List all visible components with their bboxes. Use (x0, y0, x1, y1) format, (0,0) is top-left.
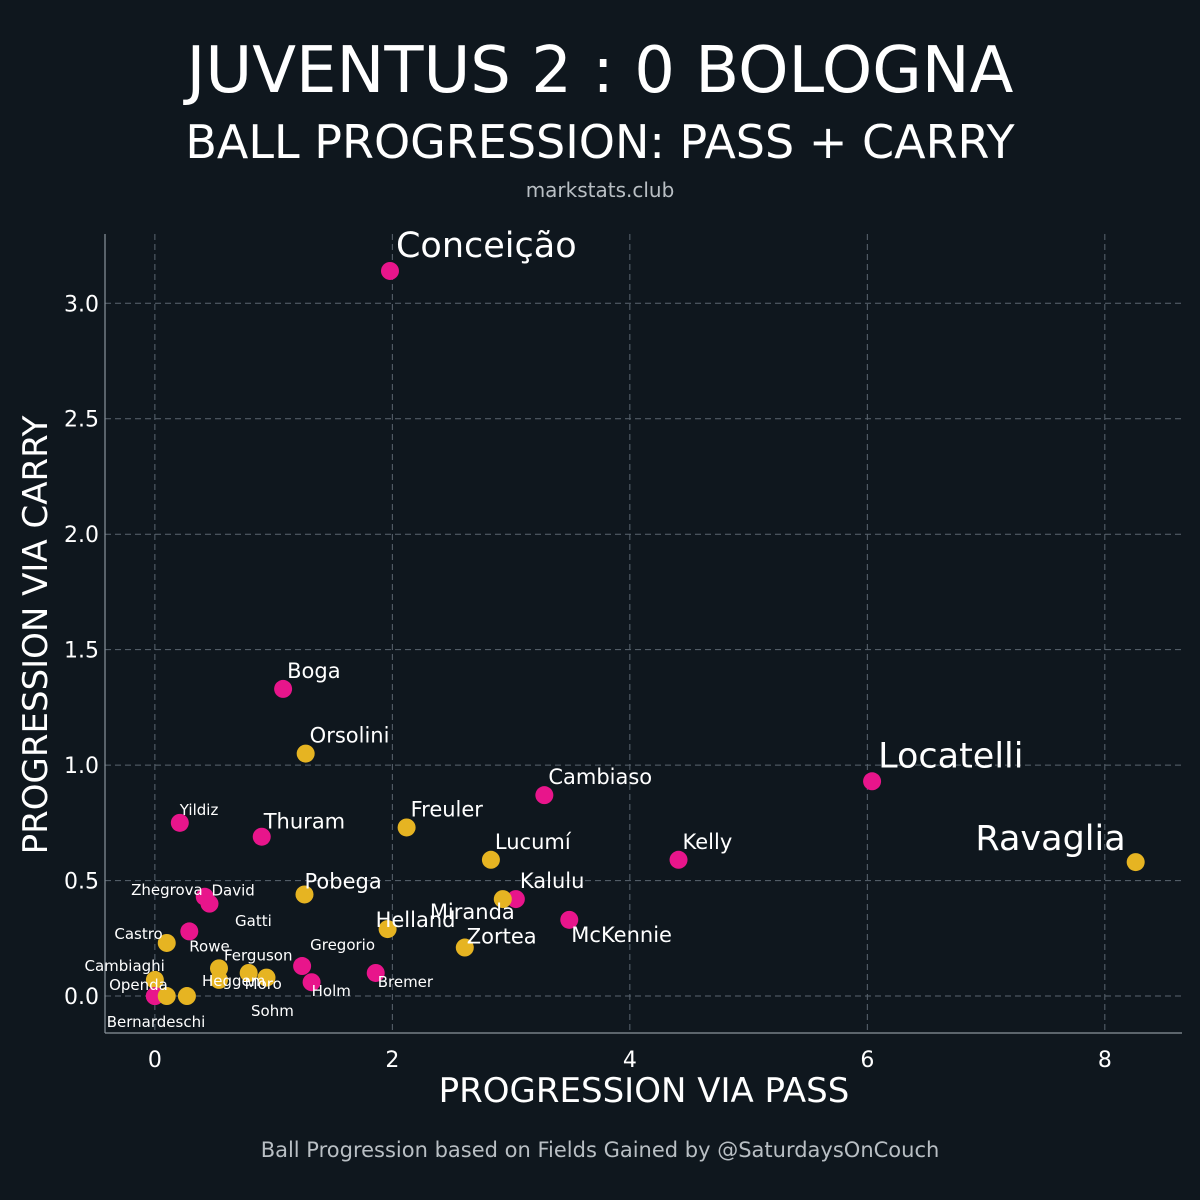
data-point (296, 744, 315, 763)
point-label: Cambiaghi (85, 957, 165, 975)
data-point (560, 910, 579, 929)
data-point (145, 970, 164, 989)
data-point (177, 987, 196, 1006)
x-tick-label: 6 (860, 1048, 874, 1073)
data-point (209, 970, 228, 989)
point-label: Boga (287, 659, 340, 683)
data-point (170, 813, 189, 832)
point-label: Freuler (411, 797, 484, 821)
source-label: markstats.club (526, 178, 675, 202)
point-label: Gregorio (310, 936, 375, 954)
data-point (506, 890, 525, 909)
y-tick-label: 2.5 (64, 408, 99, 433)
point-label: Conceição (396, 226, 577, 266)
chart-subtitle: BALL PROGRESSION: PASS + CARRY (185, 115, 1015, 169)
y-axis-label: PROGRESSION VIA CARRY (16, 415, 56, 854)
data-point (157, 933, 176, 952)
point-label: Ferguson (224, 946, 292, 964)
point-label: Gatti (235, 912, 272, 930)
point-label: Orsolini (310, 724, 390, 748)
point-labels: Conceição Locatelli Ravaglia Boga Orsolini Ca… (85, 226, 1126, 1031)
x-axis-label: PROGRESSION VIA PASS (439, 1071, 850, 1111)
point-label: Rowe (189, 937, 229, 955)
data-point (252, 827, 271, 846)
data-point (535, 786, 554, 805)
y-tick-label: 1.5 (64, 639, 99, 664)
point-label: McKennie (571, 923, 672, 947)
x-tick-label: 2 (385, 1048, 399, 1073)
point-label: Locatelli (878, 736, 1023, 776)
data-point (493, 890, 512, 909)
point-label: David (211, 882, 254, 900)
data-point (378, 920, 397, 939)
point-label: Heggem (202, 972, 265, 990)
data-point (295, 885, 314, 904)
point-label: Ravaglia (975, 819, 1125, 859)
y-tick-label: 3.0 (64, 292, 99, 317)
point-label: Sohm (251, 1002, 294, 1020)
data-point (239, 963, 258, 982)
data-point (200, 894, 219, 913)
point-label: Bremer (378, 973, 434, 991)
x-tick-label: 0 (148, 1048, 162, 1073)
x-tick-label: 8 (1098, 1048, 1112, 1073)
point-label: Zhegrova (131, 881, 203, 899)
point-label: Zortea (467, 925, 537, 949)
data-point (1126, 853, 1145, 872)
data-point (157, 987, 176, 1006)
data-point (669, 850, 688, 869)
point-label: Lucumí (495, 830, 572, 854)
data-point (302, 973, 321, 992)
point-label: Holm (312, 982, 351, 1000)
point-label: Miranda (430, 900, 515, 924)
point-label: Yildiz (179, 801, 219, 819)
point-label: Bernardeschi (107, 1013, 206, 1031)
point-label: Pobega (304, 869, 381, 893)
y-tick-label: 0.5 (64, 870, 99, 895)
axes (104, 234, 1182, 1034)
x-tick-label: 4 (623, 1048, 637, 1073)
data-point (481, 850, 500, 869)
y-tick-label: 1.0 (64, 754, 99, 779)
grid-lines (105, 234, 1182, 1033)
point-label: Openda (109, 976, 168, 994)
data-point (180, 922, 199, 941)
data-point (257, 968, 276, 987)
point-label: Helland (376, 908, 456, 932)
data-point (274, 679, 293, 698)
data-points (145, 261, 1145, 1006)
y-tick-label: 2.0 (64, 523, 99, 548)
point-label: Moro (245, 975, 282, 993)
data-point (455, 938, 474, 957)
point-label: Castro (114, 925, 162, 943)
data-point (380, 261, 399, 280)
data-point (397, 818, 416, 837)
chart-title: JUVENTUS 2 : 0 BOLOGNA (183, 34, 1014, 108)
point-label: Cambiaso (548, 765, 652, 789)
point-label: Kalulu (520, 869, 585, 893)
point-label: Kelly (683, 830, 733, 854)
point-label: Thuram (263, 810, 345, 834)
data-point (863, 772, 882, 791)
data-point (293, 957, 312, 976)
data-point (366, 963, 385, 982)
tick-labels: 0 2 4 6 8 0.0 0.5 1.0 1.5 2.0 2.5 3.0 (64, 292, 1112, 1073)
y-tick-label: 0.0 (64, 985, 99, 1010)
caption: Ball Progression based on Fields Gained … (261, 1138, 940, 1162)
